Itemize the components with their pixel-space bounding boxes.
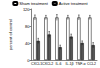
svg-text:0: 0 [27, 58, 30, 63]
svg-text:TNF-α: TNF-α [76, 62, 86, 66]
svg-text:IL-1β: IL-1β [66, 62, 74, 66]
svg-text:CXCL2: CXCL2 [42, 62, 53, 66]
svg-text:Sham treatment: Sham treatment [19, 1, 48, 6]
svg-text:percent of control: percent of control [8, 19, 13, 50]
svg-text:120: 120 [23, 7, 30, 12]
svg-text:IL-6: IL-6 [56, 62, 62, 66]
svg-text:CXCL1: CXCL1 [31, 62, 42, 66]
svg-text:Active treatment: Active treatment [59, 1, 89, 6]
svg-text:80: 80 [25, 24, 30, 29]
svg-text:40: 40 [25, 41, 30, 46]
svg-text:CCL2: CCL2 [87, 62, 96, 66]
